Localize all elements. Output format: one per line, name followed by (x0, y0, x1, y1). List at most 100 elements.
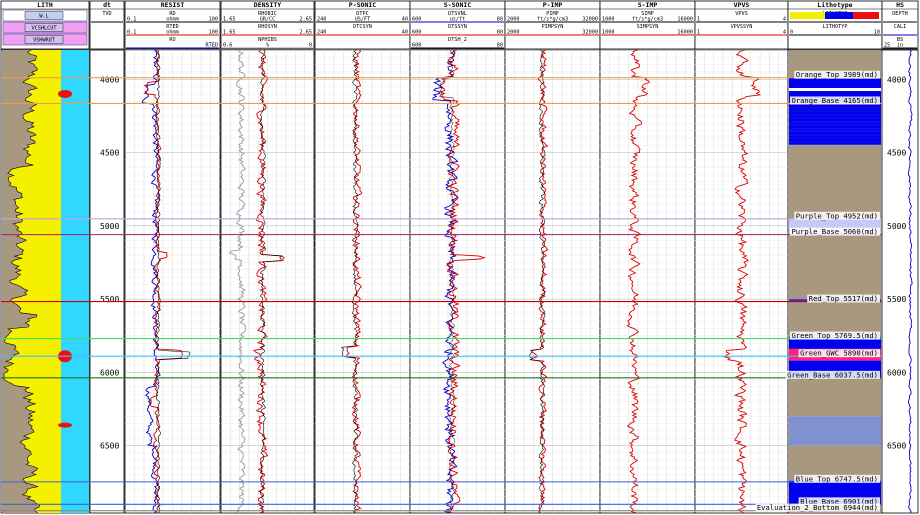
curve-name: RHOSYN (258, 24, 277, 30)
horizon-label: Red_Top 5517(md) (809, 294, 878, 303)
horizon-label-bg (794, 474, 880, 483)
curve-name: RD (169, 11, 175, 17)
lith-legend-label: VSHWRUT (33, 38, 55, 44)
curve-name: BS (897, 37, 903, 43)
horizon-label: Purple_Top 4952(md) (796, 211, 878, 220)
md-tick-label: 6500 (887, 442, 906, 451)
depth-tick-label: 5000 (100, 222, 119, 231)
curve-max: 16000 (677, 17, 693, 23)
lithotype-band (789, 302, 881, 338)
curve-min: 2000 (507, 30, 520, 36)
curve-min: 0.1 (127, 30, 136, 36)
curve-unit: ft/s*g/cm3 (632, 17, 663, 23)
lith-legend-button (24, 23, 64, 32)
lithotype-band (789, 416, 881, 446)
curve-name: DTSSYN (448, 24, 467, 30)
depth-tick-label: 6000 (100, 368, 119, 377)
curve-name: LITHOTYP (823, 24, 848, 30)
curve-max: 4 (783, 17, 786, 23)
horizon-label: Green_Base 6037.5(md) (787, 370, 878, 379)
track-body (89, 49, 125, 514)
curve-max: 100 (209, 17, 218, 23)
curve-max: 40 (402, 17, 408, 23)
curve-name: PIMPSYN (542, 24, 564, 30)
horizon-label-bg (790, 227, 880, 236)
md-tick-label: 5500 (887, 295, 906, 304)
track-title: Lithotype (817, 1, 852, 9)
md-tick-label: 6000 (887, 368, 906, 377)
curve-name: TVD (102, 11, 111, 17)
horizon-label-bg (785, 370, 880, 379)
lith-hydrocarbon-marker (58, 422, 72, 428)
lithotype-band (789, 145, 881, 219)
curve-name: DTCSYN (353, 24, 372, 30)
lithotype-band (789, 378, 881, 417)
horizon-label-bg (790, 96, 880, 105)
curve-min: 0.6 (223, 43, 232, 49)
track-title: RESIST (161, 1, 185, 9)
horizon-label: Purple_Base 5060(md) (791, 227, 878, 236)
curve-unit: ohmm (166, 30, 179, 36)
curve-min: 600 (412, 17, 421, 23)
hs-caliper-curve (907, 49, 913, 514)
horizon-label: Orange_Top 3989(md) (796, 70, 878, 79)
density-nphi-curve (228, 49, 247, 514)
curve-min: 600 (412, 30, 421, 36)
lith-legend-label: VCSHLCUT (32, 26, 57, 32)
density-rhob-curve (259, 49, 283, 514)
curve-min: 0 (790, 30, 793, 36)
curve-min: 25 (884, 43, 890, 49)
track-title: S-SONIC (444, 1, 471, 9)
curve-min: 240 (317, 30, 326, 36)
track-title: P-IMP (543, 1, 563, 9)
vshale-curve (3, 49, 40, 514)
curve-max: RTED (206, 43, 219, 49)
curve-name: NPHIBS (258, 37, 277, 43)
curve-min: 1.65 (223, 30, 236, 36)
simp-simpsyn-curve (626, 49, 650, 514)
curve-min: 1 (697, 17, 700, 23)
curve-name: CALI (894, 24, 907, 30)
curve-name: RTED (166, 24, 179, 30)
lithotype-sand-swatch (790, 12, 825, 19)
track-title: P-SONIC (349, 1, 376, 9)
psonic-dtpc-curve (340, 49, 359, 514)
depth-tick-label: 4500 (100, 149, 119, 158)
curve-unit: in (897, 43, 903, 49)
curve-name: DTSVNL (448, 11, 467, 17)
curve-min: 600 (412, 43, 421, 49)
curve-min: 240 (317, 17, 326, 23)
curve-max: 16000 (677, 30, 693, 36)
curve-max: 32000 (582, 30, 598, 36)
lith-fluid-fill (61, 50, 89, 513)
lithotype-blue-swatch (825, 12, 853, 19)
curve-max: 40 (402, 30, 408, 36)
horizon-label: Evaluation_2_Bottom 6944(md) (757, 503, 878, 512)
curve-max: 4 (783, 30, 786, 36)
curve-min: 1000 (602, 17, 615, 23)
curve-max: 10 (874, 30, 880, 36)
horizon-label-bg (755, 503, 880, 512)
horizon-label: Blue_Base 6901(md) (800, 497, 878, 506)
curve-max: 0 (309, 43, 312, 49)
horizon-label-bg (798, 497, 880, 506)
lith-legend-button (24, 35, 64, 44)
horizon-label: Green_GWC 5890(md) (800, 349, 878, 358)
curve-name: VPVSSYN (731, 24, 753, 30)
lithotype-red-swatch (853, 12, 879, 19)
md-tick-label: 5000 (887, 222, 906, 231)
pimp-pimpsyn-curve (528, 49, 549, 514)
curve-max: 32000 (582, 17, 598, 23)
resist-rd-curve (141, 49, 161, 514)
depth-tick-label: 4000 (100, 75, 119, 84)
lith-hydrocarbon-marker (58, 89, 72, 98)
curve-name: RO (169, 37, 175, 43)
track-title: VPVS (734, 1, 750, 9)
track-title: DENSITY (254, 1, 281, 9)
curve-min: 2000 (507, 17, 520, 23)
curve-name: VPVS (735, 11, 748, 17)
md-tick-label: 4500 (887, 149, 906, 158)
resist-rd-black-curve (155, 49, 191, 514)
horizon-label-bg (798, 349, 880, 358)
